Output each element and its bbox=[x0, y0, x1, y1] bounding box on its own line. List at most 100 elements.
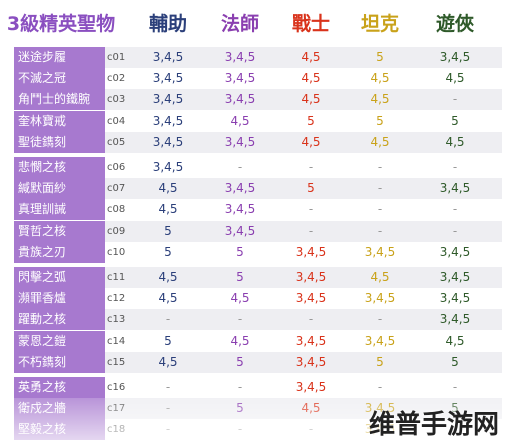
row-bg bbox=[14, 267, 502, 288]
cell-value: 4,5 bbox=[445, 333, 465, 348]
row-name: 奎林寶戒 bbox=[14, 110, 105, 132]
fade-overlay bbox=[0, 398, 505, 444]
row-bg bbox=[14, 351, 502, 373]
cell-value: - bbox=[377, 380, 383, 394]
row-bg bbox=[14, 110, 502, 132]
cell-value: 4,5 bbox=[370, 92, 390, 107]
column-header: 坦克 bbox=[360, 13, 399, 35]
cell-value: 5 bbox=[451, 354, 459, 369]
cell-value: 4,5 bbox=[301, 71, 321, 86]
cell-value: 4,5 bbox=[370, 270, 390, 284]
cell-value: 4,5 bbox=[445, 71, 465, 86]
row-name: 角鬥士的鐵腕 bbox=[14, 89, 105, 111]
cell-value: 3,4,5 bbox=[152, 134, 184, 149]
cell-value: 4,5 bbox=[230, 333, 250, 348]
row-bg bbox=[14, 178, 502, 200]
cell-value: 5 bbox=[236, 270, 244, 284]
cell-value: - bbox=[452, 223, 458, 238]
cell-value: 4,5 bbox=[158, 270, 178, 284]
cell-value: 3,4,5 bbox=[224, 50, 256, 64]
cell-value: 3,4,5 bbox=[224, 134, 256, 149]
row-code: c14 bbox=[107, 335, 126, 347]
cell-value: 5 bbox=[376, 113, 384, 128]
cell-value: 5 bbox=[451, 113, 459, 128]
cell-value: 4,5 bbox=[301, 134, 321, 149]
cell-value: 5 bbox=[164, 223, 172, 238]
row-bg bbox=[14, 241, 502, 263]
cell-value: 4,5 bbox=[158, 291, 178, 306]
row-name: 悲憫之核 bbox=[14, 157, 105, 178]
row-code: c06 bbox=[107, 162, 126, 173]
cell-value: 4,5 bbox=[370, 71, 390, 86]
watermark: 维普手游网 bbox=[368, 410, 499, 440]
row-bg bbox=[14, 377, 502, 398]
cell-value: 3,4,5 bbox=[152, 113, 184, 128]
row-code: c13 bbox=[107, 314, 126, 326]
row-name: 緘默面紗 bbox=[14, 178, 105, 200]
row-bg bbox=[14, 89, 502, 111]
cell-value: 3,4,5 bbox=[439, 181, 471, 196]
cell-value: - bbox=[308, 223, 314, 238]
cell-value: 5 bbox=[376, 354, 384, 369]
cell-value: - bbox=[237, 160, 243, 174]
cell-value: 5 bbox=[164, 333, 172, 348]
row-name: 真理訓誡 bbox=[14, 199, 105, 221]
cell-value: 5 bbox=[307, 113, 315, 128]
row-code: c09 bbox=[107, 225, 126, 237]
cell-value: 3,4,5 bbox=[439, 270, 471, 284]
cell-value: 4,5 bbox=[230, 113, 250, 128]
cell-value: - bbox=[377, 312, 383, 327]
row-bg bbox=[14, 309, 502, 331]
cell-value: 3,4,5 bbox=[295, 291, 327, 306]
title: 3級精英聖物 bbox=[6, 13, 116, 35]
cell-value: 5 bbox=[164, 244, 172, 259]
cell-value: 3,4,5 bbox=[439, 312, 471, 327]
cell-value: - bbox=[165, 380, 171, 394]
cell-value: 3,4,5 bbox=[224, 71, 256, 86]
row-code: c02 bbox=[107, 73, 126, 85]
cell-value: - bbox=[308, 160, 314, 174]
column-header: 輔助 bbox=[148, 13, 187, 35]
row-bg bbox=[14, 220, 502, 242]
cell-value: 3,4,5 bbox=[364, 333, 396, 348]
row-name: 英勇之核 bbox=[14, 377, 105, 398]
row-bg bbox=[14, 47, 502, 68]
cell-value: - bbox=[377, 202, 383, 217]
cell-value: 3,4,5 bbox=[152, 71, 184, 86]
row-name: 瀕罪香爐 bbox=[14, 288, 105, 310]
row-name: 貴族之刃 bbox=[14, 241, 105, 263]
cell-value: 3,4,5 bbox=[364, 244, 396, 259]
cell-value: 3,4,5 bbox=[152, 92, 184, 107]
cell-value: - bbox=[452, 160, 458, 174]
row-name: 聖徒鐫刻 bbox=[14, 131, 105, 153]
cell-value: 4,5 bbox=[158, 202, 178, 217]
row-code: c05 bbox=[107, 136, 126, 148]
cell-value: 5 bbox=[307, 181, 315, 196]
row-code: c08 bbox=[107, 204, 126, 216]
row-code: c11 bbox=[107, 272, 126, 283]
cell-value: 4,5 bbox=[158, 354, 178, 369]
row-code: c10 bbox=[107, 246, 126, 258]
row-name: 賢哲之核 bbox=[14, 220, 105, 242]
row-bg bbox=[14, 68, 502, 90]
cell-value: 3,4,5 bbox=[295, 244, 327, 259]
row-code: c03 bbox=[107, 94, 126, 106]
cell-value: 5 bbox=[376, 50, 384, 64]
cell-value: 3,4,5 bbox=[295, 380, 327, 394]
cell-value: - bbox=[377, 160, 383, 174]
row-name: 躍動之核 bbox=[14, 309, 105, 331]
row-code: c12 bbox=[107, 293, 126, 305]
cell-value: 3,4,5 bbox=[224, 181, 256, 196]
cell-value: 5 bbox=[236, 244, 244, 259]
cell-value: 3,4,5 bbox=[152, 50, 184, 64]
row-code: c16 bbox=[107, 382, 126, 393]
cell-value: 3,4,5 bbox=[224, 223, 256, 238]
cell-value: 4,5 bbox=[301, 92, 321, 107]
cell-value: 3,4,5 bbox=[224, 202, 256, 217]
cell-value: 3,4,5 bbox=[295, 270, 327, 284]
row-bg bbox=[14, 157, 502, 178]
row-name: 不朽鐫刻 bbox=[14, 351, 105, 373]
cell-value: 4,5 bbox=[445, 134, 465, 149]
row-name: 不滅之冠 bbox=[14, 68, 105, 90]
